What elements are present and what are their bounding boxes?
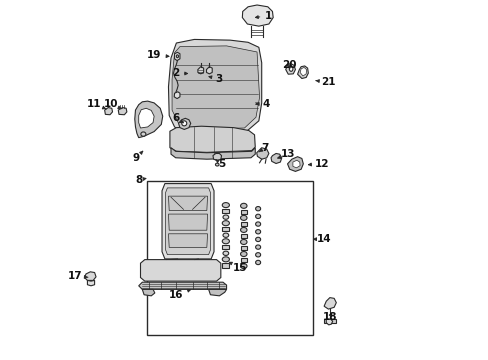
Polygon shape	[256, 148, 268, 159]
Polygon shape	[142, 289, 155, 296]
Text: 14: 14	[313, 234, 331, 244]
Bar	[240, 234, 246, 238]
Ellipse shape	[182, 121, 186, 126]
Polygon shape	[300, 67, 306, 76]
Polygon shape	[325, 319, 332, 325]
Ellipse shape	[141, 132, 145, 136]
Ellipse shape	[222, 203, 229, 208]
Ellipse shape	[255, 245, 260, 249]
Ellipse shape	[222, 221, 229, 226]
Polygon shape	[324, 298, 336, 309]
Polygon shape	[104, 108, 112, 115]
Polygon shape	[285, 63, 295, 74]
Bar	[240, 210, 246, 214]
Polygon shape	[169, 126, 255, 152]
Polygon shape	[139, 282, 226, 289]
Polygon shape	[118, 108, 126, 115]
Ellipse shape	[215, 163, 219, 166]
Polygon shape	[168, 40, 261, 134]
Text: 10: 10	[103, 99, 121, 109]
Polygon shape	[84, 272, 96, 280]
Text: 16: 16	[169, 289, 190, 300]
Text: 2: 2	[172, 68, 187, 78]
Bar	[240, 258, 246, 262]
Polygon shape	[171, 148, 255, 159]
Ellipse shape	[255, 230, 260, 234]
Polygon shape	[242, 5, 273, 26]
Polygon shape	[270, 153, 281, 163]
Ellipse shape	[289, 66, 292, 71]
Text: 19: 19	[146, 50, 168, 60]
Text: 13: 13	[277, 149, 295, 159]
Polygon shape	[198, 67, 203, 74]
Text: 15: 15	[229, 262, 247, 273]
Polygon shape	[297, 66, 308, 78]
Ellipse shape	[222, 257, 229, 262]
Polygon shape	[212, 153, 221, 161]
Ellipse shape	[223, 233, 228, 237]
Polygon shape	[165, 188, 210, 255]
Text: 7: 7	[259, 143, 268, 153]
Ellipse shape	[240, 264, 246, 269]
Polygon shape	[292, 160, 300, 168]
Polygon shape	[174, 92, 180, 99]
Ellipse shape	[223, 251, 228, 256]
Bar	[147, 181, 312, 335]
Text: 21: 21	[315, 77, 335, 87]
Polygon shape	[140, 260, 221, 281]
Text: 9: 9	[132, 151, 142, 163]
Text: 8: 8	[135, 175, 145, 185]
Bar	[240, 222, 246, 226]
Polygon shape	[135, 101, 163, 138]
Text: 20: 20	[282, 59, 296, 69]
Text: 11: 11	[86, 99, 106, 109]
Ellipse shape	[240, 239, 246, 244]
Text: 5: 5	[215, 159, 225, 169]
Text: 1: 1	[255, 11, 272, 21]
Text: 6: 6	[172, 113, 183, 123]
Polygon shape	[178, 118, 190, 130]
Bar	[222, 245, 229, 249]
Bar	[222, 263, 229, 267]
Polygon shape	[168, 196, 207, 211]
Polygon shape	[172, 46, 259, 129]
Ellipse shape	[255, 214, 260, 219]
Text: 17: 17	[68, 271, 88, 281]
Ellipse shape	[255, 237, 260, 242]
Text: 12: 12	[308, 159, 328, 169]
Polygon shape	[208, 289, 226, 296]
Polygon shape	[139, 108, 154, 128]
Ellipse shape	[240, 215, 246, 220]
Ellipse shape	[222, 239, 229, 244]
Ellipse shape	[255, 207, 260, 211]
Text: 4: 4	[256, 99, 269, 109]
Polygon shape	[206, 67, 212, 74]
Ellipse shape	[240, 252, 246, 257]
Ellipse shape	[176, 55, 178, 58]
Bar	[222, 227, 229, 231]
Polygon shape	[168, 214, 207, 230]
Ellipse shape	[223, 215, 228, 219]
Polygon shape	[162, 184, 214, 259]
Ellipse shape	[240, 228, 246, 233]
Ellipse shape	[255, 260, 260, 265]
Polygon shape	[287, 157, 303, 171]
Bar	[240, 246, 246, 250]
Text: 18: 18	[322, 312, 336, 322]
Polygon shape	[324, 319, 335, 323]
Ellipse shape	[255, 253, 260, 257]
Polygon shape	[168, 234, 207, 247]
Ellipse shape	[255, 222, 260, 226]
Text: 3: 3	[208, 74, 222, 84]
Ellipse shape	[240, 203, 246, 208]
Polygon shape	[174, 52, 180, 60]
Bar	[222, 209, 229, 213]
Polygon shape	[87, 280, 94, 286]
